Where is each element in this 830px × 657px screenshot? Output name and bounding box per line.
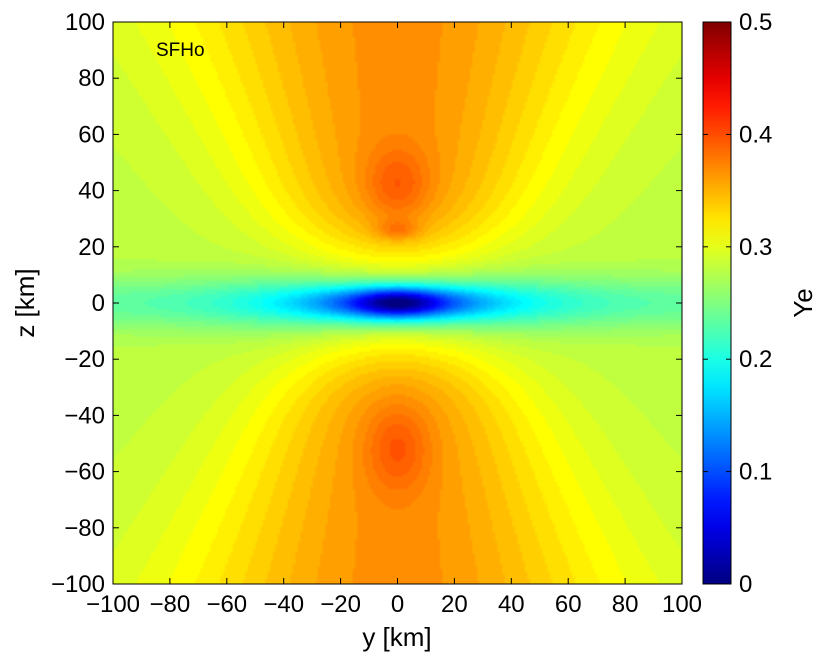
colorbar-ticks: 0 0.1 0.2 0.3 0.4 0.5 [703,9,772,598]
colorbar-title: Ye [788,288,818,317]
y-tick-label: −80 [64,515,105,542]
heatmap-plot-area [112,21,683,585]
colorbar-tick-label: 0 [739,571,752,598]
y-tick-label: 40 [78,178,105,205]
colorbar-tick-label: 0.1 [739,459,772,486]
x-tick-label: −60 [206,591,247,618]
colorbar-tick-label: 0.4 [739,121,772,148]
x-tick-label: 40 [498,591,525,618]
x-tick-label: −80 [150,591,191,618]
x-tick-label: −20 [320,591,361,618]
colorbar-frame [702,21,732,585]
x-tick-label: 0 [391,591,404,618]
x-axis-title: y [km] [362,622,431,652]
colorbar: 0 0.1 0.2 0.3 0.4 0.5 Ye [702,9,818,598]
y-axis-title: z [km] [10,268,40,337]
x-tick-label: −40 [263,591,304,618]
x-tick-label: 80 [612,591,639,618]
x-axis: −100 −80 −60 −40 −20 0 20 40 60 80 100 [86,22,702,618]
x-tick-label: 20 [441,591,468,618]
colorbar-gradient [703,22,731,584]
colorbar-tick-label: 0.3 [739,234,772,261]
x-tick-label: 60 [555,591,582,618]
y-tick-label: −60 [64,459,105,486]
y-axis: −100 −80 −60 −40 −20 0 20 40 60 80 100 [51,9,682,598]
y-tick-label: −20 [64,346,105,373]
y-tick-label: −40 [64,402,105,429]
y-tick-label: 80 [78,65,105,92]
y-tick-label: 0 [92,290,105,317]
x-tick-label: −100 [86,591,140,618]
colorbar-tick-label: 0.5 [739,9,772,36]
colorbar-tick-label: 0.2 [739,346,772,373]
y-tick-label: 60 [78,121,105,148]
panel-annotation: SFHo [156,40,205,61]
y-tick-label: 100 [65,9,105,36]
x-tick-label: 100 [662,591,702,618]
heatmap-raster [113,22,682,584]
y-tick-label: −100 [51,571,105,598]
y-tick-label: 20 [78,234,105,261]
